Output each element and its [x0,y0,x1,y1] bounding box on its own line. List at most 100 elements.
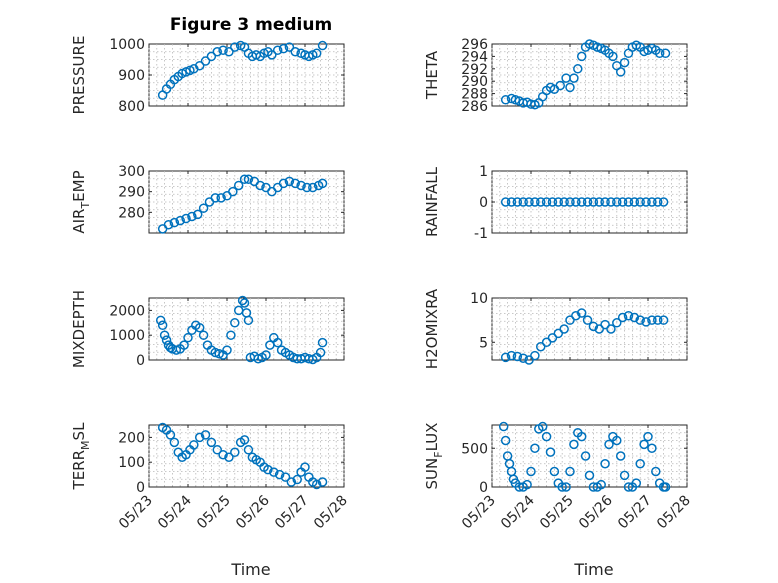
terr_msl-data-point [194,432,205,443]
subplot-mixdepth: 0 1000 2000 MIXDEPTH [70,290,345,369]
pressure-data-point [218,45,228,55]
terr_msl-data-point [274,469,285,480]
theta-data-point [615,67,626,77]
theta-y-tick-label: 286 [461,99,488,115]
sun_flux-data-point [541,431,552,442]
subplot-air_temp: 280 290 300 AIRTEMP [70,164,345,234]
air_temp-data-point [187,211,197,222]
sun_flux-data-point [545,447,556,457]
air_temp-data-point [216,193,226,203]
sun_flux-data-point [623,482,634,492]
rainfall-y-tick-label: 1 [479,164,488,180]
h2omixra-data-point [653,315,663,325]
sun_flux-data-point [651,466,661,477]
rainfall-data-point [658,197,669,207]
mixdepth-y-tick-label: 0 [136,353,145,369]
sun_flux-data-point [500,435,511,446]
mixdepth-data-point [239,298,250,308]
sun_flux-data-point [639,439,649,450]
pressure-y-tick-label: 900 [118,68,145,84]
rainfall-data-point [653,197,663,207]
rainfall-data-point [582,197,593,207]
theta-data-point [608,51,618,62]
pressure-data-point [311,48,322,59]
h2omixra-data-point [553,328,564,339]
theta-data-point [500,95,511,105]
mixdepth-data-point [230,318,240,328]
terr_msl-data-point [317,477,328,487]
h2omixra-data-point [612,318,622,328]
rainfall-data-point [635,197,645,207]
sun_flux-data-point [557,482,567,492]
theta-data-point [660,48,671,59]
rainfall-data-point [576,197,587,207]
rainfall-data-point [506,197,517,207]
air_temp-y-tick-label: 280 [118,205,145,221]
terr_msl-y-tick-label: 200 [118,430,145,446]
terr_msl-data-point [269,467,279,477]
terr_msl-x-tick-label: 05/25 [194,493,234,533]
h2omixra-y-tick-label: 10 [470,291,488,307]
terr_msl-y-tick-label: 0 [136,480,145,496]
sun_flux-data-point [576,431,587,442]
terr_msl-data-point [263,464,273,475]
sun_flux-x-tick-label: 05/27 [615,493,655,533]
rainfall-data-point [500,197,511,207]
air_temp-data-point [210,193,221,203]
sun_flux-data-point [660,482,671,492]
theta-y-axis-label: THETA [423,50,441,100]
sun_flux-x-tick-label: 05/25 [537,493,577,533]
air_temp-data-point [284,176,295,187]
theta-y-tick-label: 292 [461,62,488,78]
pressure-data-point [194,60,205,71]
terr_msl-data-point [300,462,310,472]
h2omixra-data-point [594,324,604,334]
mixdepth-data-point [157,320,168,331]
rainfall-y-axis-label: RAINFALL [423,166,441,237]
mixdepth-data-point [243,315,254,326]
air_temp-data-point [290,178,300,189]
pressure-data-point [230,42,240,52]
mixdepth-data-point [261,350,271,360]
sun_flux-data-point [569,439,579,450]
rainfall-data-point [518,197,528,207]
terr_msl-data-point [165,430,176,440]
sun_flux-data-point [631,478,642,488]
theta-data-point [584,39,595,49]
h2omixra-data-point [559,324,569,334]
rainfall-data-point [530,197,540,207]
pressure-y-axis-label: PRESSURE [70,36,88,115]
mixdepth-data-point [183,332,193,343]
theta-y-tick-label: 296 [461,37,488,53]
terr_msl-data-point [212,445,222,455]
terr_msl-data-point [280,472,291,482]
sun_flux-data-point [580,451,591,461]
pressure-data-point [212,47,222,57]
mixdepth-data-point [165,342,176,353]
air_temp-data-point [233,180,244,191]
air_temp-data-point [302,182,312,193]
terr_msl-x-tick-label: 05/24 [155,492,195,532]
rainfall-data-point [612,197,622,207]
sun_flux-x-tick-label: 05/23 [459,493,499,533]
air_temp-data-point [198,203,209,213]
h2omixra-data-point [547,333,558,343]
mixdepth-data-point [315,347,326,358]
pressure-data-point [284,42,295,52]
mixdepth-y-tick-label: 2000 [109,303,145,319]
terr_msl-data-point [230,447,240,458]
terr_msl-x-tick-label: 05/28 [311,493,351,533]
rainfall-data-point [524,197,534,207]
rainfall-data-point [553,197,564,207]
terr_msl-data-point [206,437,217,448]
air_temp-data-point [163,219,174,230]
subplot-terr_msl: 0 100 200 TERRMSL 05/23 05/24 05/25 05/26 05/27 0… [70,422,351,532]
air_temp-data-point [239,174,250,185]
air_temp-data-point [317,178,328,189]
rainfall-data-point [623,197,634,207]
h2omixra-data-point [582,315,593,325]
theta-data-point [573,64,583,74]
sun_flux-data-point [526,466,536,477]
